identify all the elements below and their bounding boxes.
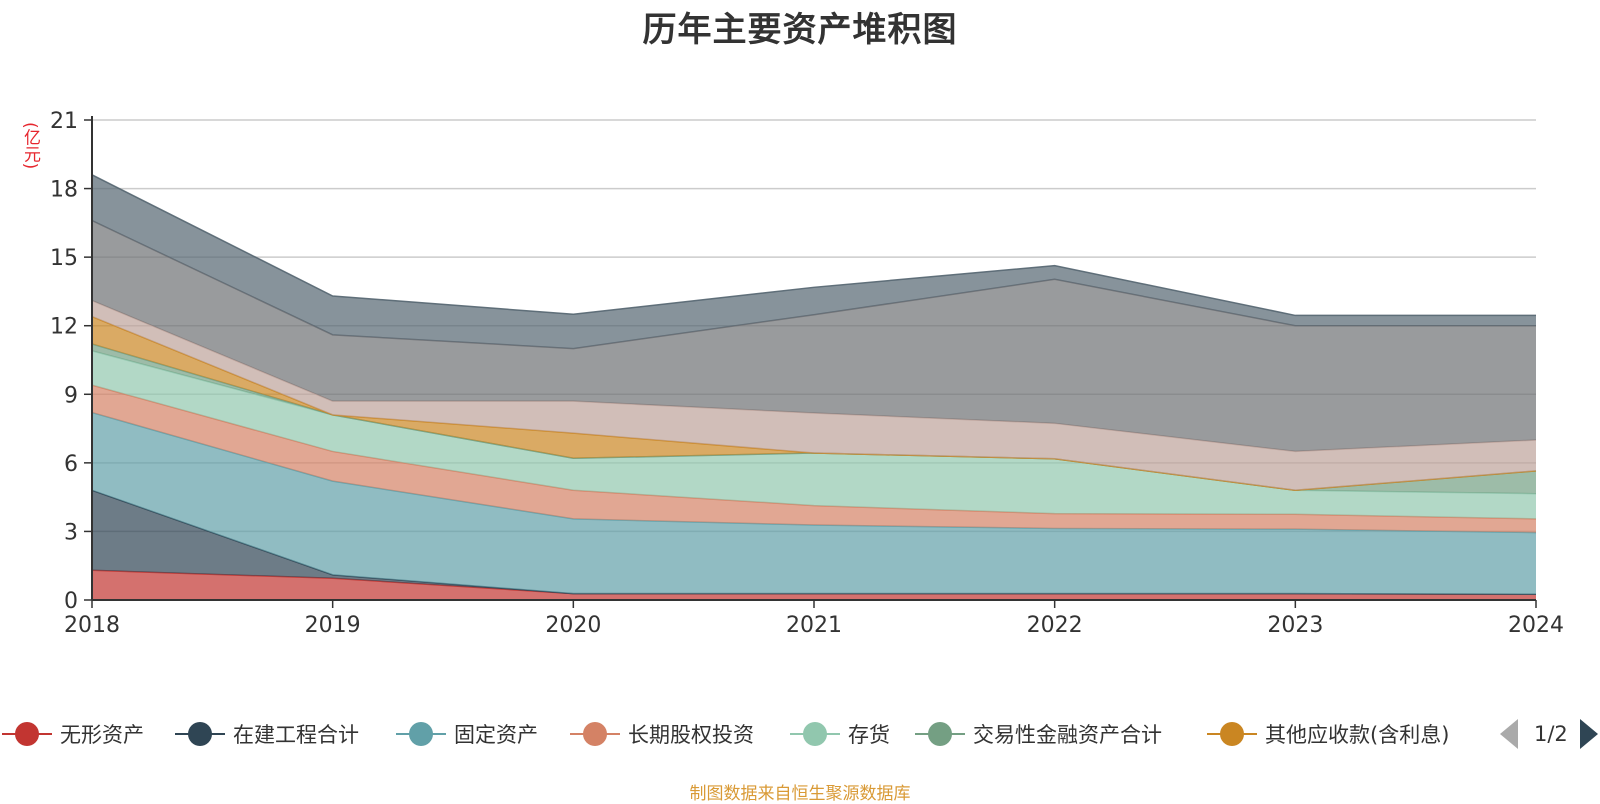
legend-item-long-term-equity-investment[interactable]: 长期股权投资 (570, 716, 754, 752)
area-series-line-7 (91, 299, 1537, 453)
legend-item-trading-financial-assets[interactable]: 交易性金融资产合计 (915, 716, 1162, 752)
pager-next-icon[interactable] (1579, 719, 1598, 749)
legend: 无形资产 在建工程合计 固定资产 长期股权投资 存货 交易性金融资产合计 其 (0, 716, 1600, 752)
area-series-3[interactable] (92, 385, 1536, 533)
y-tick-label: 6 (64, 452, 78, 477)
y-axis-unit-label: (亿元) (20, 122, 40, 170)
legend-circle-icon (1207, 716, 1257, 752)
legend-circle-icon (915, 716, 965, 752)
area-series-7[interactable] (92, 300, 1536, 491)
area-series-line-2 (91, 411, 1537, 534)
legend-pager: 1/2 (1500, 716, 1598, 752)
x-tick-label: 2019 (305, 613, 361, 638)
y-tick-label: 3 (64, 520, 78, 545)
legend-circle-icon (2, 716, 52, 752)
pager-page-indicator: 1/2 (1534, 722, 1568, 746)
legend-circle-icon (790, 716, 840, 752)
legend-item-other-receivables[interactable]: 其他应收款(含利息) (1207, 716, 1461, 752)
x-tick-label: 2024 (1508, 613, 1564, 638)
chart-title: 历年主要资产堆积图 (642, 10, 958, 50)
area-series-0[interactable] (92, 570, 1536, 600)
legend-label: 在建工程合计 (233, 723, 359, 747)
legend-label: 固定资产 (454, 723, 538, 747)
y-tick-label: 21 (50, 109, 78, 134)
legend-circle-icon (396, 716, 446, 752)
legend-label: 存货 (848, 723, 890, 747)
legend-item-fixed-assets[interactable]: 固定资产 (396, 716, 538, 752)
area-series-8[interactable] (92, 220, 1536, 452)
legend-item-construction-in-progress[interactable]: 在建工程合计 (175, 716, 359, 752)
y-tick-label: 9 (64, 383, 78, 408)
legend-circle-icon (175, 716, 225, 752)
y-tick-label: 18 (50, 178, 78, 203)
source-note: 制图数据来自恒生聚源数据库 (689, 784, 911, 804)
legend-item-intangible-assets[interactable]: 无形资产 (2, 716, 144, 752)
y-tick-label: 0 (64, 589, 78, 614)
x-tick-label: 2020 (545, 613, 601, 638)
area-series-2[interactable] (92, 412, 1536, 595)
y-tick-label: 12 (50, 315, 78, 340)
legend-label: 长期股权投资 (628, 723, 754, 747)
legend-label: 其他应收款(含利息) (1265, 723, 1450, 747)
x-tick-label: 2022 (1027, 613, 1083, 638)
legend-circle-icon (570, 716, 620, 752)
x-tick-label: 2018 (64, 613, 120, 638)
x-tick-label: 2021 (786, 613, 842, 638)
legend-label: 无形资产 (60, 723, 144, 747)
pager-prev-icon[interactable] (1500, 719, 1518, 749)
legend-item-inventory[interactable]: 存货 (790, 716, 890, 752)
x-tick-label: 2023 (1267, 613, 1323, 638)
legend-label: 交易性金融资产合计 (973, 723, 1162, 747)
y-tick-label: 15 (50, 246, 78, 271)
area-series-4[interactable] (92, 350, 1536, 519)
area-series-line-9 (91, 174, 1536, 317)
